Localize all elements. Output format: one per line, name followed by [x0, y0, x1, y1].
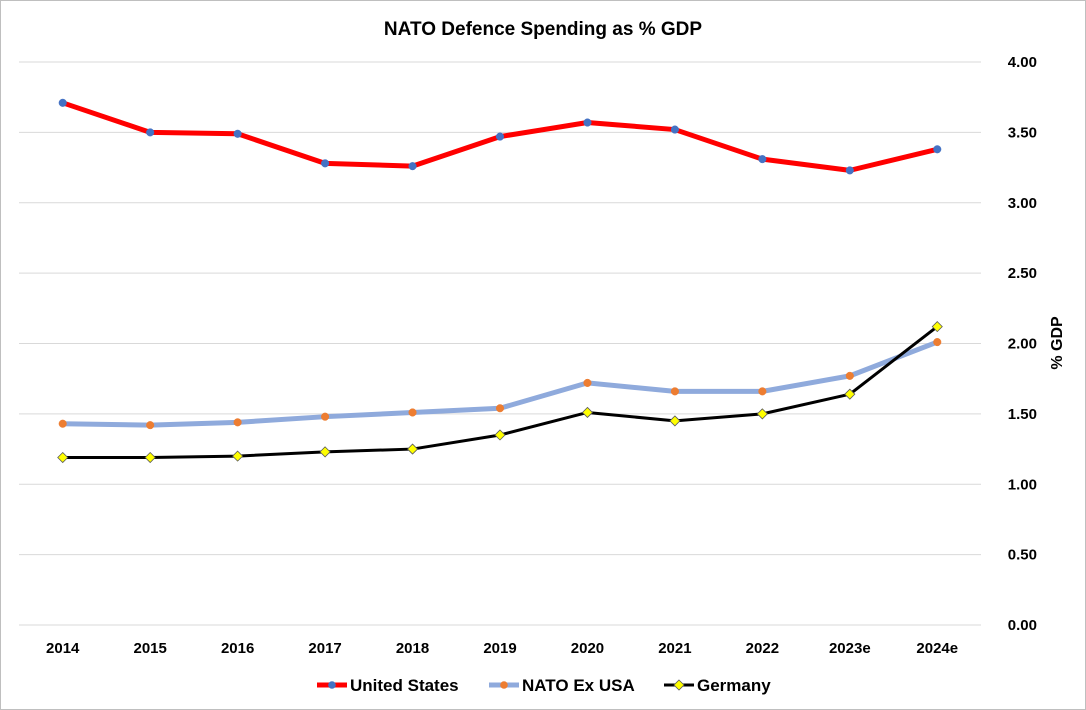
- legend-label: Germany: [697, 676, 771, 695]
- data-point: [144, 451, 156, 464]
- x-tick-label: 2015: [133, 640, 166, 657]
- series-germany: [57, 321, 943, 464]
- data-point: [758, 155, 767, 164]
- data-point: [758, 387, 767, 396]
- data-point: [495, 404, 505, 413]
- data-point: [408, 162, 417, 171]
- data-point: [233, 418, 242, 427]
- data-point: [933, 338, 942, 347]
- series-united-states: [58, 98, 942, 175]
- series-layer: [57, 98, 943, 464]
- x-tick-label: 2020: [571, 640, 604, 657]
- legend-label: NATO Ex USA: [522, 676, 635, 695]
- data-point: [670, 387, 679, 396]
- data-point: [321, 412, 330, 421]
- y-tick-label: 0.00: [1008, 617, 1037, 634]
- y-tick-label: 3.50: [1008, 124, 1037, 141]
- x-tick-label: 2021: [658, 640, 691, 657]
- data-point: [845, 166, 854, 175]
- data-point: [931, 321, 943, 333]
- data-point: [583, 378, 592, 387]
- data-point: [583, 118, 592, 127]
- y-tick-label: 1.50: [1008, 406, 1037, 423]
- data-point: [232, 450, 244, 462]
- data-point: [495, 132, 505, 141]
- y-tick-label: 3.00: [1008, 195, 1037, 212]
- data-point: [933, 145, 942, 154]
- x-tick-label: 2017: [308, 640, 341, 657]
- x-tick-label: 2014: [46, 640, 80, 657]
- data-point: [58, 98, 67, 107]
- data-point: [146, 128, 155, 137]
- y-axis-tick-labels: 0.00 0.50 1.00 1.50 2.00 2.50 3.00 3.50 4.00: [1008, 54, 1037, 634]
- data-point: [756, 408, 768, 420]
- data-point: [845, 371, 854, 380]
- gridlines: [19, 61, 981, 626]
- data-point: [669, 415, 681, 427]
- x-tick-label: 2018: [396, 640, 429, 657]
- chart-title: NATO Defence Spending as % GDP: [384, 19, 702, 40]
- data-point: [321, 159, 330, 168]
- legend-item: NATO Ex USA: [489, 676, 635, 695]
- data-point: [406, 443, 419, 455]
- data-point: [408, 408, 417, 417]
- y-tick-label: 2.50: [1008, 265, 1037, 282]
- data-point: [146, 421, 155, 430]
- data-point: [844, 388, 856, 400]
- legend-label: United States: [350, 676, 459, 695]
- x-tick-label: 2023e: [829, 640, 871, 657]
- legend: United States NATO Ex USA Germany: [317, 676, 771, 695]
- y-tick-label: 1.00: [1008, 476, 1037, 493]
- data-point: [57, 451, 69, 464]
- data-point: [494, 429, 506, 441]
- x-tick-label: 2022: [746, 640, 779, 657]
- legend-swatch-marker: [673, 679, 685, 691]
- x-tick-label: 2024e: [916, 640, 958, 657]
- y-axis-title: % GDP: [1049, 316, 1066, 370]
- y-tick-label: 4.00: [1008, 54, 1037, 71]
- legend-swatch-marker: [328, 681, 336, 689]
- x-axis-tick-labels: 2014 2015 2016 2017 2018 2019 2020 2021 2022 2023…: [46, 640, 958, 657]
- series-line: [60, 339, 940, 428]
- data-point: [319, 446, 331, 458]
- legend-item: Germany: [664, 676, 771, 695]
- data-point: [233, 129, 242, 138]
- y-tick-label: 2.00: [1008, 336, 1037, 353]
- data-point: [670, 125, 679, 134]
- legend-swatch-marker: [500, 681, 508, 689]
- y-tick-label: 0.50: [1008, 547, 1037, 564]
- x-tick-label: 2019: [483, 640, 516, 657]
- series-nato-ex-usa: [58, 338, 942, 430]
- x-tick-label: 2016: [221, 640, 254, 657]
- data-point: [581, 406, 594, 419]
- data-point: [58, 419, 67, 428]
- legend-item: United States: [317, 676, 459, 695]
